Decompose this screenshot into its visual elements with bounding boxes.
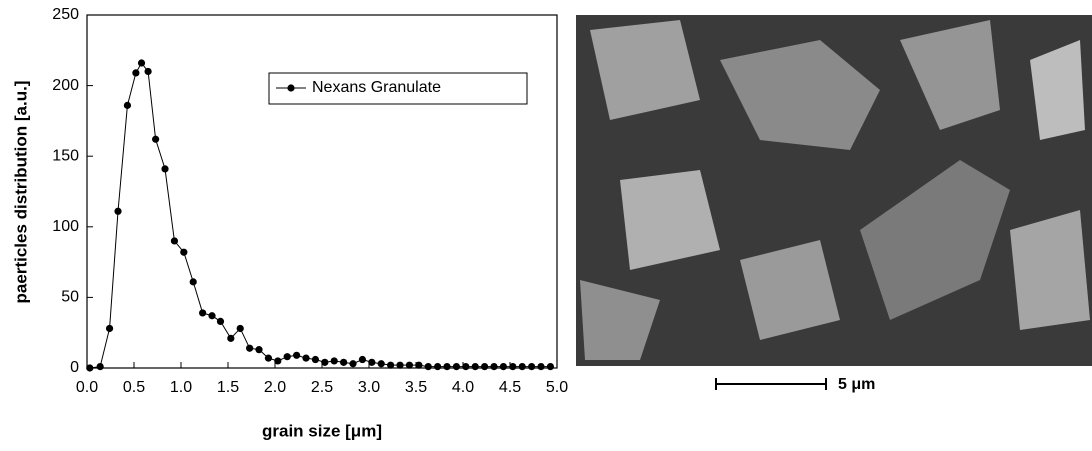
data-point xyxy=(537,362,545,371)
data-point xyxy=(96,362,104,371)
x-tick-label: 3.5 xyxy=(405,379,427,396)
data-point xyxy=(377,360,385,368)
data-point xyxy=(434,362,442,371)
data-point xyxy=(264,354,273,362)
y-tick-label: 200 xyxy=(52,77,79,94)
sem-particle xyxy=(1030,40,1085,140)
sem-particle xyxy=(1010,210,1090,330)
x-tick-label: 4.0 xyxy=(452,379,474,396)
data-point xyxy=(86,364,94,372)
data-point xyxy=(471,362,479,371)
sem-particle xyxy=(740,240,840,340)
data-point xyxy=(481,362,489,371)
data-point xyxy=(340,358,348,366)
x-tick-label: 2.5 xyxy=(311,379,333,396)
data-point xyxy=(349,360,357,368)
data-point xyxy=(387,361,395,369)
data-point xyxy=(311,355,320,364)
x-tick-label: 1.5 xyxy=(217,379,239,396)
sem-particle xyxy=(620,170,720,270)
data-point xyxy=(405,361,414,369)
plot-frame xyxy=(86,14,558,369)
x-tick-label: 5.0 xyxy=(546,379,568,396)
data-point xyxy=(236,324,244,333)
data-point xyxy=(170,237,179,245)
data-point xyxy=(180,248,188,256)
data-point xyxy=(321,358,329,366)
data-point xyxy=(152,135,160,143)
sem-particle xyxy=(720,40,880,150)
data-point xyxy=(368,358,376,366)
data-point xyxy=(274,357,282,365)
data-point xyxy=(415,361,423,369)
data-point xyxy=(255,346,263,354)
data-point xyxy=(490,362,498,371)
x-tick-label: 0.5 xyxy=(123,379,145,396)
x-tick-label: 4.5 xyxy=(499,379,521,396)
data-point xyxy=(499,362,508,371)
data-point xyxy=(105,324,114,333)
x-tick-label: 3.0 xyxy=(358,379,380,396)
data-point xyxy=(161,165,169,173)
sem-image xyxy=(576,15,1092,366)
data-point xyxy=(358,355,367,364)
data-point xyxy=(283,353,291,361)
series-line xyxy=(89,62,551,369)
data-point xyxy=(216,317,225,326)
sem-particle xyxy=(900,20,1000,130)
data-point xyxy=(424,362,432,371)
y-tick-label: 50 xyxy=(61,289,79,306)
data-point xyxy=(189,278,197,286)
data-point xyxy=(452,362,461,371)
data-point xyxy=(293,351,301,359)
data-point xyxy=(132,69,140,77)
data-point xyxy=(246,344,254,352)
legend-marker xyxy=(287,84,295,92)
data-point xyxy=(137,59,146,67)
data-point xyxy=(123,101,132,109)
data-point xyxy=(518,362,526,371)
data-point xyxy=(396,361,404,369)
data-point xyxy=(144,67,152,76)
legend-box xyxy=(268,72,528,105)
y-tick-label: 0 xyxy=(70,359,79,376)
y-tick-label: 150 xyxy=(52,147,79,164)
data-point xyxy=(509,362,517,371)
data-point xyxy=(114,207,122,215)
y-tick-label: 250 xyxy=(52,6,79,23)
y-axis-label: paerticles distribution [a.u.] xyxy=(11,81,30,304)
data-point xyxy=(546,362,555,371)
data-point xyxy=(199,309,207,317)
y-tick-label: 100 xyxy=(52,218,79,235)
x-tick-label: 2.0 xyxy=(264,379,286,396)
data-point xyxy=(227,334,235,342)
sem-particle xyxy=(580,280,660,360)
data-point xyxy=(462,362,470,371)
data-point xyxy=(302,354,310,362)
data-point xyxy=(330,357,338,365)
x-tick-label: 0.0 xyxy=(76,379,98,396)
data-point xyxy=(208,312,216,320)
x-tick-label: 1.0 xyxy=(170,379,192,396)
data-point xyxy=(443,362,451,371)
x-axis-label: grain size [μm] xyxy=(262,421,382,440)
sem-particle xyxy=(590,20,700,120)
sem-particle xyxy=(860,160,1010,320)
scale-bar-label: 5 μm xyxy=(838,376,875,393)
data-point xyxy=(528,362,536,371)
legend-label: Nexans Granulate xyxy=(312,79,441,96)
